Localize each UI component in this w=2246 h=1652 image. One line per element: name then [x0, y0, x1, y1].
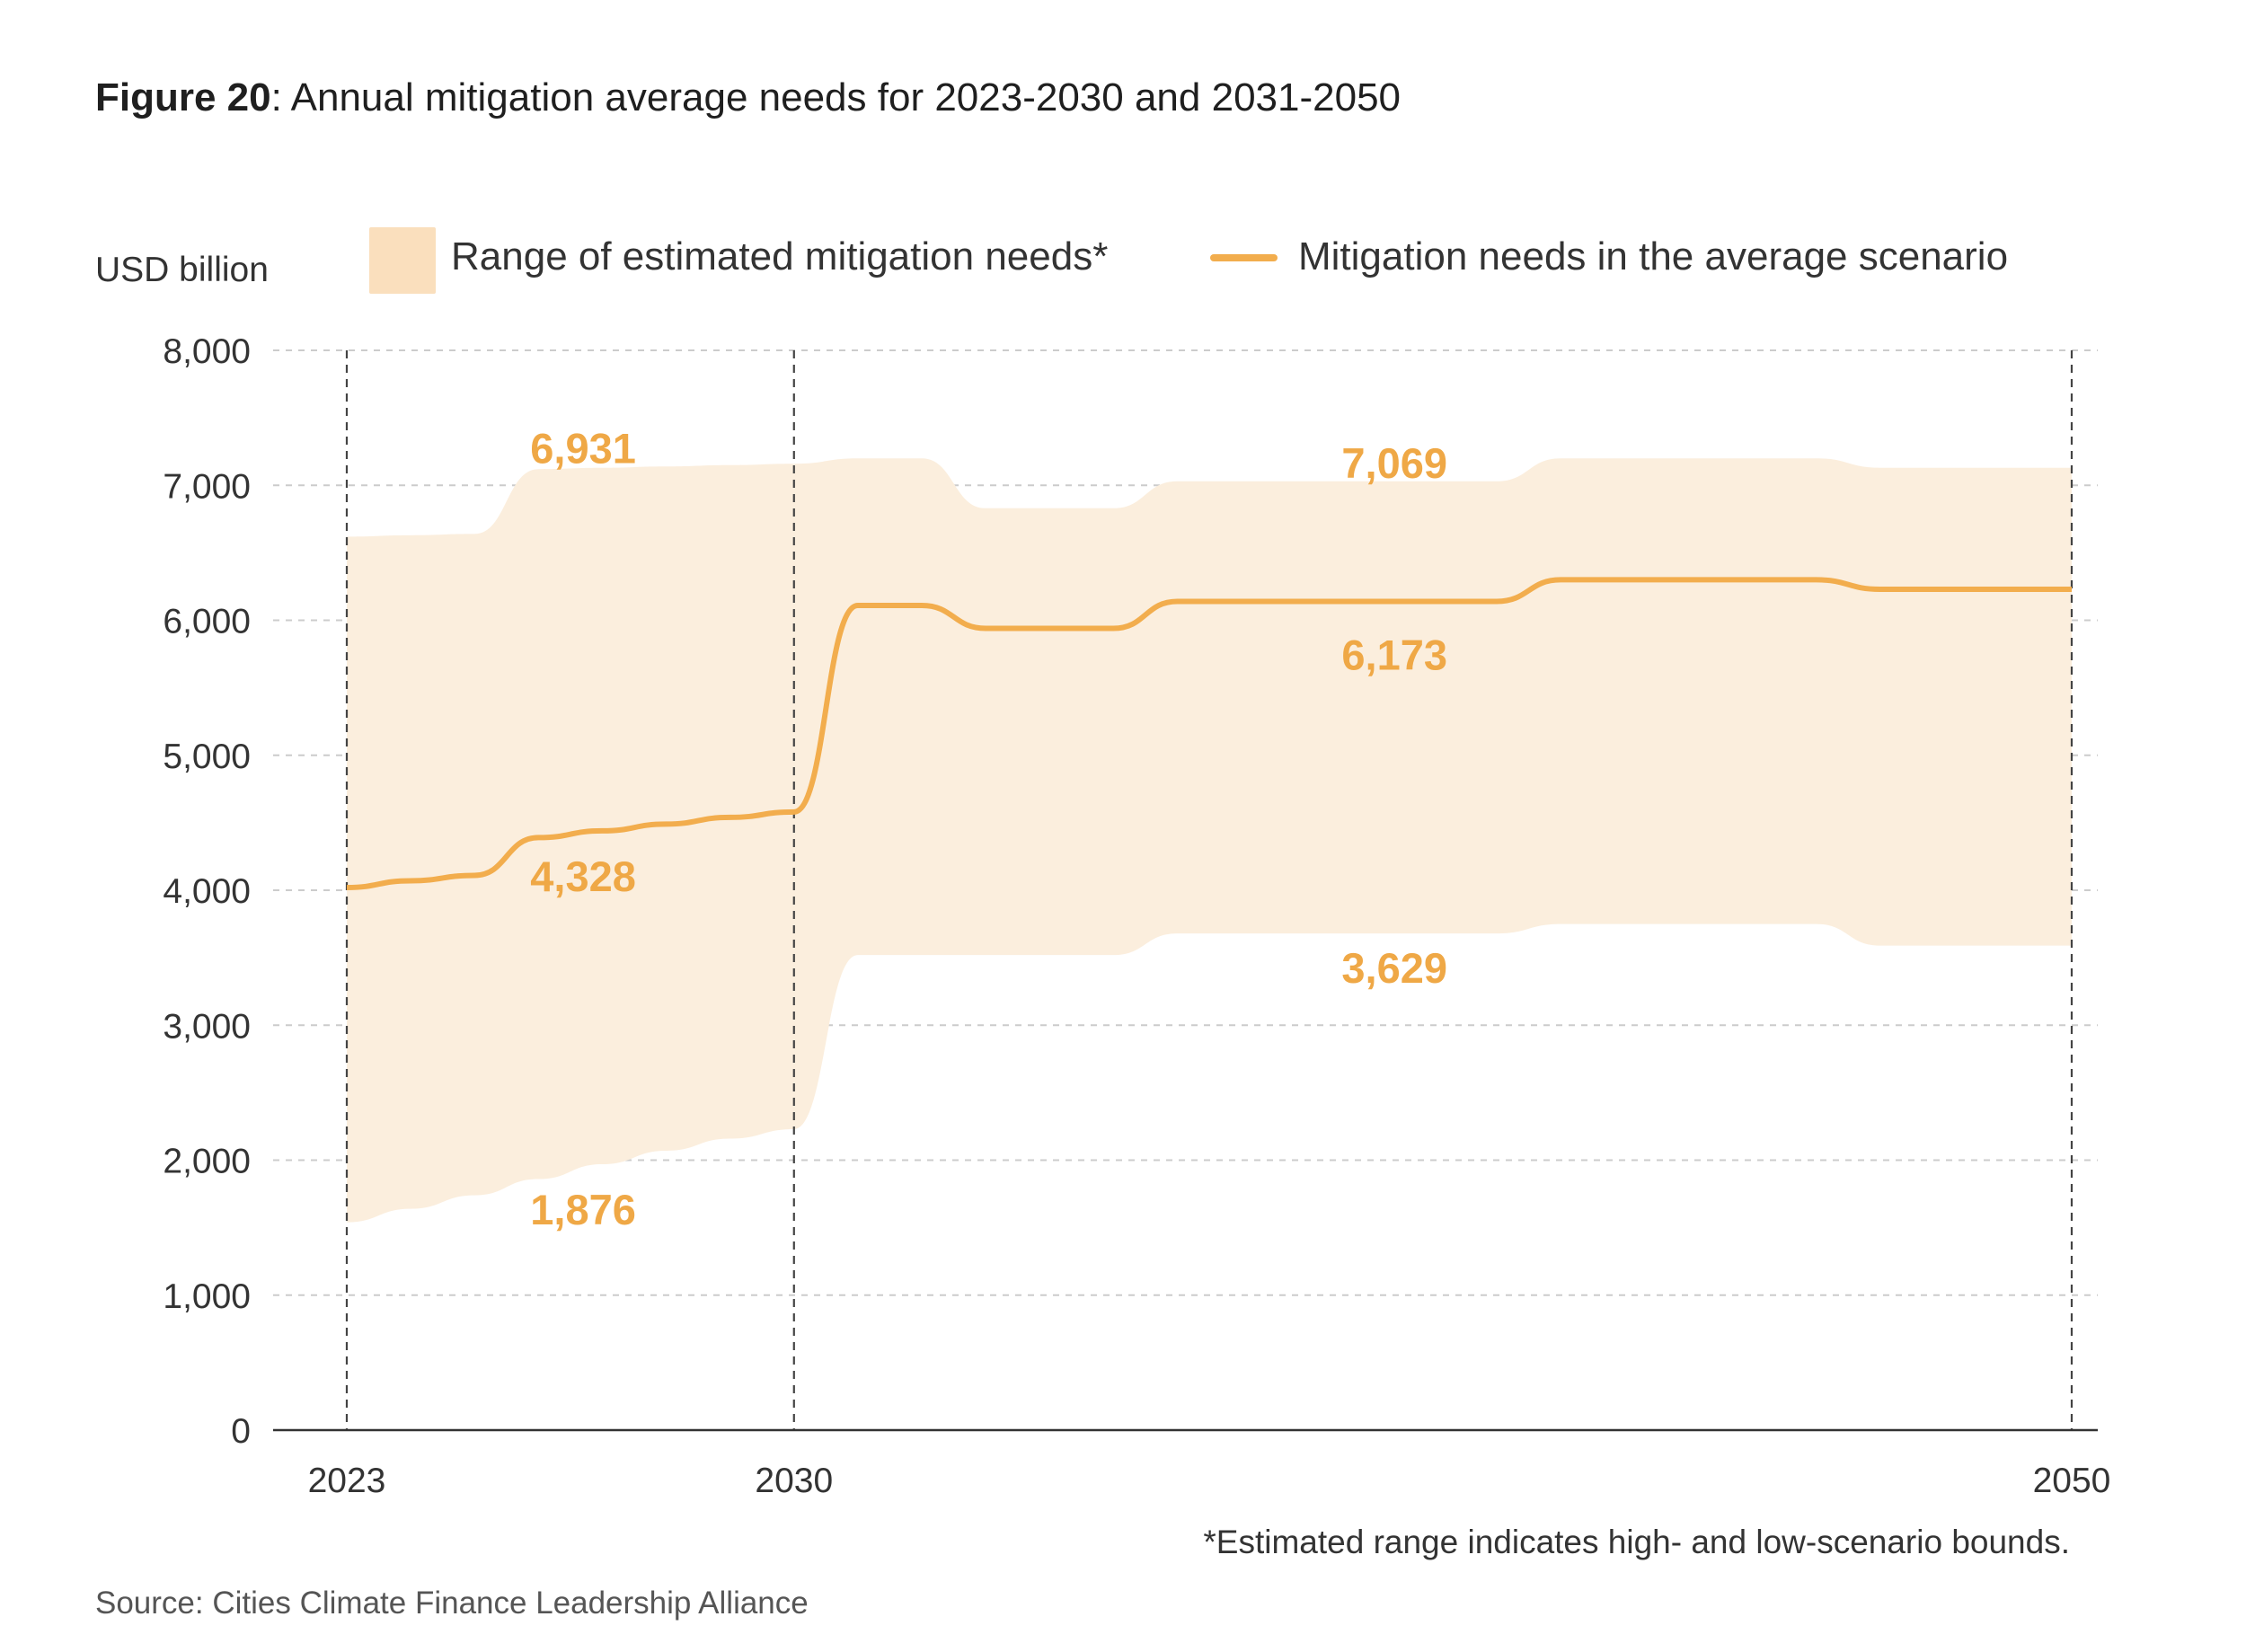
data-label: 1,876 — [530, 1186, 636, 1233]
figure-title-text: : Annual mitigation average needs for 20… — [270, 75, 1402, 119]
y-tick-label: 3,000 — [163, 1007, 251, 1046]
footnote: *Estimated range indicates high- and low… — [1203, 1524, 2070, 1560]
average-scenario-line — [346, 577, 2072, 890]
figure-title: Figure 20: Annual mitigation average nee… — [95, 75, 1401, 120]
legend-band-swatch — [369, 227, 436, 294]
data-label: 6,173 — [1341, 632, 1447, 679]
y-tick-label: 1,000 — [163, 1277, 251, 1316]
x-tick-label: 2050 — [2033, 1462, 2111, 1500]
x-tick-label: 2023 — [308, 1462, 386, 1500]
legend: Range of estimated mitigation needs* Mit… — [369, 227, 2008, 294]
data-label: 6,931 — [530, 425, 636, 473]
y-tick-label: 5,000 — [163, 738, 251, 776]
figure-number: Figure 20 — [95, 75, 271, 119]
data-label: 4,328 — [530, 853, 636, 900]
y-tick-label: 4,000 — [163, 872, 251, 911]
y-tick-label: 0 — [231, 1412, 251, 1451]
legend-band-label: Range of estimated mitigation needs* — [451, 234, 1108, 278]
range-band — [347, 458, 2072, 1223]
y-axis-label: USD billion — [95, 251, 269, 289]
legend-line-label: Mitigation needs in the average scenario — [1298, 234, 2008, 278]
y-tick-label: 8,000 — [163, 332, 251, 371]
data-label: 7,069 — [1341, 439, 1447, 487]
y-tick-label: 6,000 — [163, 603, 251, 641]
y-tick-label: 7,000 — [163, 467, 251, 506]
data-label: 3,629 — [1341, 944, 1447, 992]
x-tick-label: 2030 — [755, 1462, 833, 1500]
source-note: Source: Cities Climate Finance Leadershi… — [95, 1586, 809, 1621]
y-tick-label: 2,000 — [163, 1143, 251, 1181]
